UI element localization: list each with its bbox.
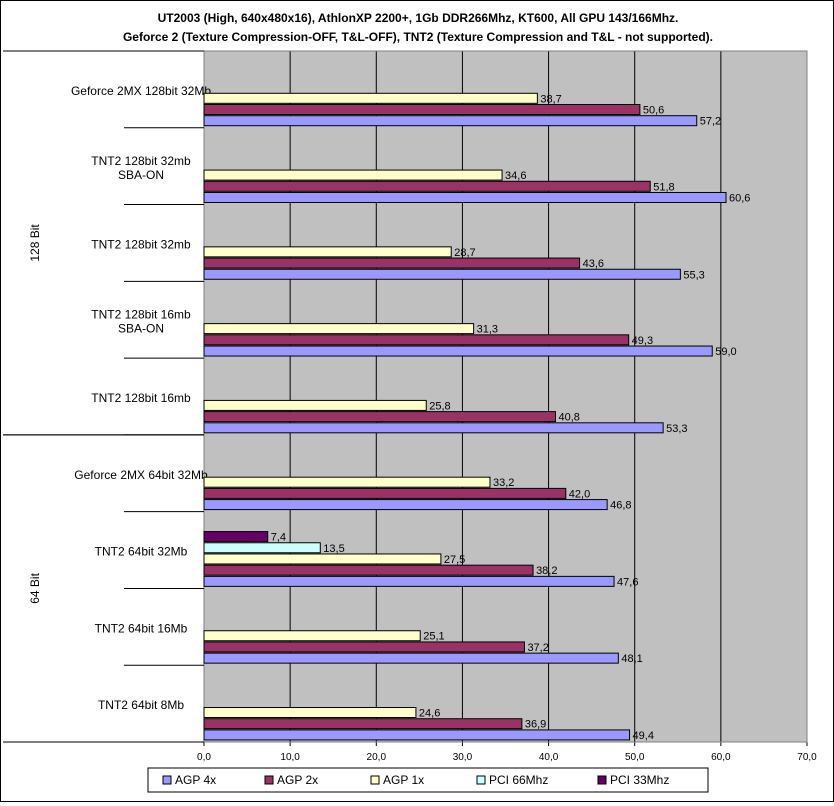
category-label: TNT2 128bit 32mb (91, 238, 191, 252)
bar (203, 334, 630, 346)
bar-value-label: 53,3 (666, 423, 687, 435)
bar-value-label: 38,2 (536, 565, 557, 577)
bar-value-label: 34,6 (505, 170, 526, 182)
bar (203, 169, 503, 181)
bar-value-label: 27,5 (444, 554, 465, 566)
bar-value-label: 55,3 (683, 269, 704, 281)
group-label: 128 Bit (28, 224, 42, 262)
category-label: SBA-ON (118, 168, 164, 182)
bar-value-label: 37,2 (527, 642, 548, 654)
bar-value-label: 49,4 (633, 730, 654, 742)
bar (203, 191, 727, 203)
bar (203, 345, 713, 357)
category-label: SBA-ON (118, 321, 164, 335)
bar-value-label: 13,5 (323, 543, 344, 555)
bar (203, 104, 641, 115)
category-label: TNT2 64bit 16Mb (95, 621, 188, 635)
bar (203, 323, 475, 335)
bar (203, 718, 523, 730)
bar-value-label: 50,6 (643, 105, 664, 117)
legend-box (147, 767, 709, 793)
bar-value-label: 49,3 (632, 335, 653, 347)
category-label: TNT2 128bit 16mb (91, 391, 191, 405)
bar (203, 422, 664, 434)
x-tick-label: 10,0 (280, 752, 300, 763)
bar-value-label: 24,6 (419, 708, 440, 720)
legend-swatch (264, 775, 274, 785)
bar-value-label: 43,6 (583, 258, 604, 270)
bar (203, 268, 681, 280)
x-tick-label: 20,0 (367, 752, 387, 763)
legend: AGP 4x AGP 2x AGP 1x PCI 66Mhz PCI 33Mhz (147, 767, 709, 793)
bar (203, 115, 698, 127)
bar (203, 487, 567, 499)
bar (203, 246, 452, 258)
bar (203, 542, 321, 554)
bar (203, 575, 615, 587)
legend-label: PCI 66Mhz (489, 773, 548, 787)
bar (203, 564, 534, 576)
chart-title-line-2: Geforce 2 (Texture Compression-OFF, T&L-… (123, 30, 713, 44)
category-label: Geforce 2MX 128bit 32Mb (71, 84, 211, 98)
plot-area: 0,0 10,0 20,0 30,0 40,0 50,0 60,0 70,0 128 Bit 64… (3, 50, 817, 763)
legend-label: AGP 4x (175, 773, 216, 787)
bar-value-label: 51,8 (653, 181, 674, 193)
category-label: TNT2 64bit 32Mb (95, 545, 188, 559)
bar-value-label: 7,4 (271, 532, 286, 544)
bar (203, 707, 417, 719)
bar (203, 531, 269, 543)
bar (203, 641, 525, 653)
legend-label: AGP 1x (383, 773, 424, 787)
bar-value-label: 40,8 (558, 412, 579, 424)
x-tick-label: 40,0 (539, 752, 559, 763)
bar-value-label: 42,0 (569, 488, 590, 500)
bar (203, 499, 608, 511)
x-tick-label: 0,0 (197, 752, 211, 763)
bar-value-label: 33,2 (493, 477, 514, 489)
category-label: TNT2 128bit 32mb (91, 154, 191, 168)
bar-value-label: 36,9 (525, 719, 546, 731)
plot-border (203, 50, 808, 743)
x-tick-label: 50,0 (625, 752, 645, 763)
bar (203, 652, 619, 664)
legend-label: AGP 2x (277, 773, 318, 787)
bar (203, 411, 556, 423)
category-label: TNT2 128bit 16mb (91, 307, 191, 321)
bar (203, 553, 442, 565)
group-label: 64 Bit (28, 572, 42, 603)
bar-value-label: 46,8 (610, 500, 631, 512)
legend-swatch (162, 775, 172, 785)
bar (203, 92, 538, 104)
bar (203, 399, 427, 411)
bar-value-label: 25,8 (429, 400, 450, 412)
legend-label: PCI 33Mhz (610, 773, 669, 787)
bar (203, 476, 491, 488)
x-tick-label: 60,0 (711, 752, 731, 763)
bar (203, 630, 421, 642)
bar-value-label: 48,1 (621, 653, 642, 665)
chart-title-line-1: UT2003 (High, 640x480x16), AthlonXP 2200… (158, 11, 679, 25)
legend-swatch (597, 775, 607, 785)
bar (203, 180, 651, 192)
bar (203, 729, 631, 741)
bar-value-label: 38,7 (540, 93, 561, 105)
bar-value-label: 25,1 (423, 631, 444, 643)
plot-background (204, 51, 807, 742)
category-label: TNT2 64bit 8Mb (98, 698, 184, 712)
bar-value-label: 57,2 (700, 116, 721, 128)
bar-value-label: 59,0 (715, 346, 736, 358)
bar-value-label: 28,7 (454, 247, 475, 259)
bar-value-label: 60,6 (729, 192, 750, 204)
category-label: Geforce 2MX 64bit 32Mb (74, 468, 208, 482)
legend-swatch (370, 775, 380, 785)
legend-swatch (476, 775, 486, 785)
bar-value-label: 31,3 (477, 324, 498, 336)
bar (203, 257, 581, 269)
x-tick-label: 70,0 (797, 752, 817, 763)
x-tick-label: 30,0 (453, 752, 473, 763)
bar-value-label: 47,6 (617, 576, 638, 588)
